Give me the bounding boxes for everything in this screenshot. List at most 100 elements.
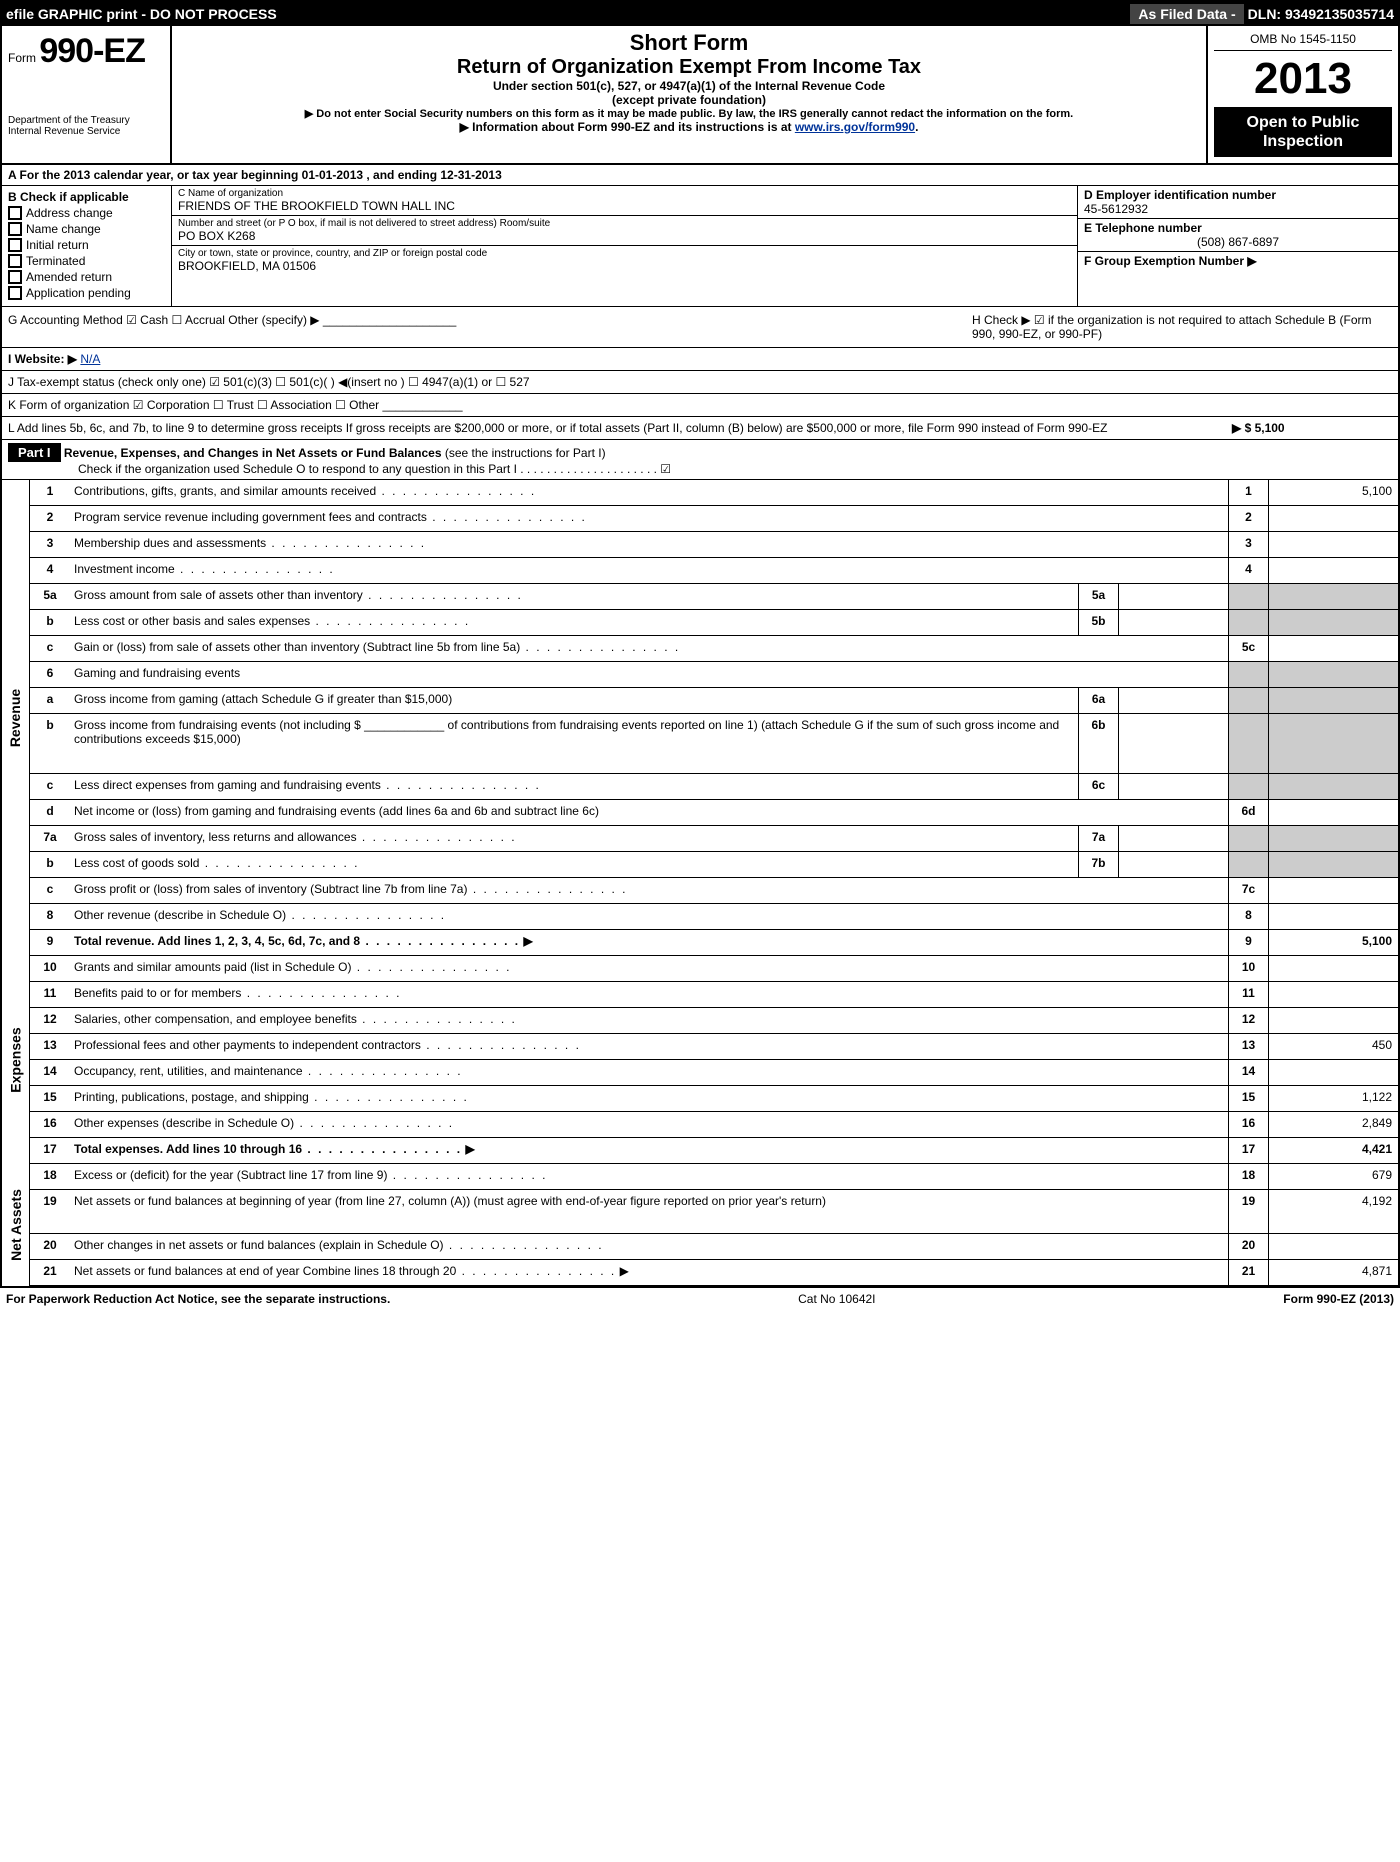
chk-terminated[interactable]: Terminated <box>8 254 165 268</box>
chk-app-pending[interactable]: Application pending <box>8 286 165 300</box>
chk-amended[interactable]: Amended return <box>8 270 165 284</box>
addr-value: PO BOX K268 <box>178 229 1071 243</box>
line-7a: 7aGross sales of inventory, less returns… <box>30 826 1398 852</box>
header-right: OMB No 1545-1150 2013 Open to Public Ins… <box>1208 26 1398 163</box>
part-i-title: Revenue, Expenses, and Changes in Net As… <box>64 446 442 460</box>
line-4: 4Investment income4 <box>30 558 1398 584</box>
line-17: 17Total expenses. Add lines 10 through 1… <box>30 1138 1398 1164</box>
org-name: FRIENDS OF THE BROOKFIELD TOWN HALL INC <box>178 199 1071 213</box>
footer-cat: Cat No 10642I <box>798 1292 875 1306</box>
dept-line2: Internal Revenue Service <box>8 126 164 137</box>
header-left: Form 990-EZ Department of the Treasury I… <box>2 26 172 163</box>
line-6c: cLess direct expenses from gaming and fu… <box>30 774 1398 800</box>
line-5a: 5aGross amount from sale of assets other… <box>30 584 1398 610</box>
line-12: 12Salaries, other compensation, and empl… <box>30 1008 1398 1034</box>
line-7c: cGross profit or (loss) from sales of in… <box>30 878 1398 904</box>
footer-form: Form 990-EZ (2013) <box>1283 1292 1394 1306</box>
row-l-text: L Add lines 5b, 6c, and 7b, to line 9 to… <box>8 421 1232 435</box>
inspect1: Open to Public <box>1216 113 1390 132</box>
chk-name-change[interactable]: Name change <box>8 222 165 236</box>
ein-cell: D Employer identification number 45-5612… <box>1078 186 1398 219</box>
netassets-section: Net Assets 18Excess or (deficit) for the… <box>2 1164 1398 1286</box>
addr-cell: Number and street (or P O box, if mail i… <box>172 216 1077 246</box>
line-18: 18Excess or (deficit) for the year (Subt… <box>30 1164 1398 1190</box>
org-name-label: C Name of organization <box>178 188 1071 199</box>
line-7b: bLess cost of goods sold7b <box>30 852 1398 878</box>
row-g-h: G Accounting Method ☑ Cash ☐ Accrual Oth… <box>2 307 1398 348</box>
line-6b: bGross income from fundraising events (n… <box>30 714 1398 774</box>
row-j-tax-exempt: J Tax-exempt status (check only one) ☑ 5… <box>2 371 1398 394</box>
dln-value: 93492135035714 <box>1285 6 1394 22</box>
website-link[interactable]: N/A <box>80 352 100 366</box>
row-g-accounting: G Accounting Method ☑ Cash ☐ Accrual Oth… <box>8 313 972 341</box>
tel-label: E Telephone number <box>1084 221 1392 235</box>
expenses-rows: 10Grants and similar amounts paid (list … <box>30 956 1398 1164</box>
irs-link[interactable]: www.irs.gov/form990 <box>795 120 915 134</box>
line-21: 21Net assets or fund balances at end of … <box>30 1260 1398 1286</box>
header-center: Short Form Return of Organization Exempt… <box>172 26 1208 163</box>
city-value: BROOKFIELD, MA 01506 <box>178 259 1071 273</box>
form-header: Form 990-EZ Department of the Treasury I… <box>2 26 1398 165</box>
line-8: 8Other revenue (describe in Schedule O)8 <box>30 904 1398 930</box>
row-l-amount: ▶ $ 5,100 <box>1232 421 1392 435</box>
tel-cell: E Telephone number (508) 867-6897 <box>1078 219 1398 252</box>
line-1: 1Contributions, gifts, grants, and simil… <box>30 480 1398 506</box>
chk-address-change[interactable]: Address change <box>8 206 165 220</box>
tax-year: 2013 <box>1214 51 1392 107</box>
sub2: (except private foundation) <box>180 93 1198 107</box>
row-l-gross: L Add lines 5b, 6c, and 7b, to line 9 to… <box>2 417 1398 440</box>
efile-mid: As Filed Data - <box>1130 4 1243 24</box>
chk-initial-return[interactable]: Initial return <box>8 238 165 252</box>
org-name-cell: C Name of organization FRIENDS OF THE BR… <box>172 186 1077 216</box>
ein-label: D Employer identification number <box>1084 188 1392 202</box>
group-label: F Group Exemption Number ▶ <box>1084 254 1392 268</box>
netassets-rows: 18Excess or (deficit) for the year (Subt… <box>30 1164 1398 1286</box>
ssn-warning: ▶ Do not enter Social Security numbers o… <box>180 107 1198 120</box>
form-prefix: Form <box>8 51 36 65</box>
addr-label: Number and street (or P O box, if mail i… <box>178 218 1071 229</box>
line-6d: dNet income or (loss) from gaming and fu… <box>30 800 1398 826</box>
col-b: B Check if applicable Address change Nam… <box>2 186 172 306</box>
line-13: 13Professional fees and other payments t… <box>30 1034 1398 1060</box>
inspect2: Inspection <box>1216 132 1390 151</box>
expenses-section: Expenses 10Grants and similar amounts pa… <box>2 956 1398 1164</box>
city-cell: City or town, state or province, country… <box>172 246 1077 275</box>
part-i-header: Part I Revenue, Expenses, and Changes in… <box>2 440 1398 480</box>
row-k-form-org: K Form of organization ☑ Corporation ☐ T… <box>2 394 1398 417</box>
info-line: ▶ Information about Form 990-EZ and its … <box>180 120 1198 134</box>
line-19: 19Net assets or fund balances at beginni… <box>30 1190 1398 1234</box>
dln-label: DLN: <box>1248 6 1281 22</box>
efile-left: efile GRAPHIC print - DO NOT PROCESS <box>6 6 1126 22</box>
part-i-badge: Part I <box>8 443 61 462</box>
line-3: 3Membership dues and assessments3 <box>30 532 1398 558</box>
row-a-tax-year: A For the 2013 calendar year, or tax yea… <box>2 165 1398 186</box>
block-b-thru-f: B Check if applicable Address change Nam… <box>2 186 1398 307</box>
line-6: 6Gaming and fundraising events <box>30 662 1398 688</box>
form-no-big: 990-EZ <box>39 32 145 70</box>
line-10: 10Grants and similar amounts paid (list … <box>30 956 1398 982</box>
expenses-side-label: Expenses <box>2 956 30 1164</box>
row-h-schedule-b: H Check ▶ ☑ if the organization is not r… <box>972 313 1392 341</box>
line-2: 2Program service revenue including gover… <box>30 506 1398 532</box>
group-exempt-cell: F Group Exemption Number ▶ <box>1078 252 1398 270</box>
line-6a: aGross income from gaming (attach Schedu… <box>30 688 1398 714</box>
dept-block: Department of the Treasury Internal Reve… <box>8 115 164 137</box>
part-i-note: (see the instructions for Part I) <box>445 446 606 460</box>
line-5c: cGain or (loss) from sale of assets othe… <box>30 636 1398 662</box>
short-form: Short Form <box>180 30 1198 56</box>
revenue-section: Revenue 1Contributions, gifts, grants, a… <box>2 480 1398 956</box>
sub1: Under section 501(c), 527, or 4947(a)(1)… <box>180 79 1198 93</box>
line-15: 15Printing, publications, postage, and s… <box>30 1086 1398 1112</box>
page-footer: For Paperwork Reduction Act Notice, see … <box>0 1288 1400 1310</box>
line-20: 20Other changes in net assets or fund ba… <box>30 1234 1398 1260</box>
line-5b: bLess cost or other basis and sales expe… <box>30 610 1398 636</box>
info-pre: ▶ Information about Form 990-EZ and its … <box>460 120 795 134</box>
line-11: 11Benefits paid to or for members11 <box>30 982 1398 1008</box>
row-i-website: I Website: ▶ N/A <box>2 348 1398 371</box>
form-title: Return of Organization Exempt From Incom… <box>180 56 1198 79</box>
form-number: Form 990-EZ <box>8 32 164 71</box>
netassets-side-label: Net Assets <box>2 1164 30 1286</box>
col-c: C Name of organization FRIENDS OF THE BR… <box>172 186 1078 306</box>
revenue-rows: 1Contributions, gifts, grants, and simil… <box>30 480 1398 956</box>
line-14: 14Occupancy, rent, utilities, and mainte… <box>30 1060 1398 1086</box>
